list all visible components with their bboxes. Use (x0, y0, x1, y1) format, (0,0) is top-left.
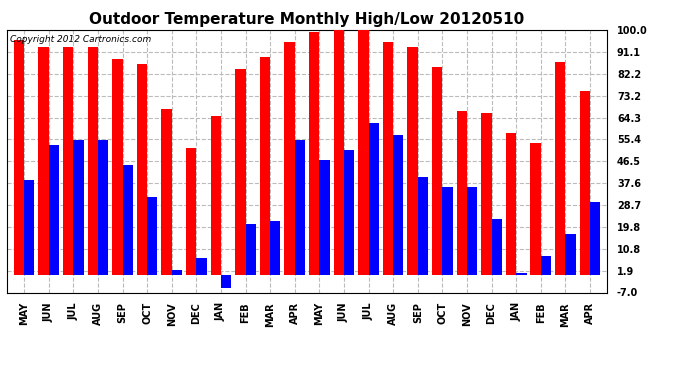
Bar (457, 111, 467, 275)
Text: Copyright 2012 Cartronics.com: Copyright 2012 Cartronics.com (10, 35, 151, 44)
Bar (235, 69, 246, 275)
Bar (565, 234, 575, 275)
Bar (284, 42, 295, 275)
Bar (39, 47, 49, 275)
Bar (541, 256, 551, 275)
Bar (334, 25, 344, 275)
Bar (112, 60, 123, 275)
Bar (481, 113, 491, 275)
Bar (590, 202, 600, 275)
Bar (14, 40, 24, 275)
Bar (161, 108, 172, 275)
Bar (221, 275, 231, 288)
Bar (186, 148, 197, 275)
Bar (309, 33, 319, 275)
Bar (344, 150, 354, 275)
Bar (88, 47, 98, 275)
Bar (417, 177, 428, 275)
Bar (407, 47, 417, 275)
Bar (555, 62, 565, 275)
Title: Outdoor Temperature Monthly High/Low 20120510: Outdoor Temperature Monthly High/Low 201… (90, 12, 524, 27)
Bar (358, 20, 368, 275)
Bar (442, 187, 453, 275)
Bar (49, 145, 59, 275)
Bar (210, 116, 221, 275)
Bar (319, 160, 330, 275)
Bar (383, 42, 393, 275)
Bar (491, 219, 502, 275)
Bar (123, 165, 133, 275)
Bar (467, 187, 477, 275)
Bar (516, 273, 526, 275)
Bar (260, 57, 270, 275)
Bar (172, 270, 182, 275)
Bar (246, 224, 256, 275)
Bar (137, 64, 147, 275)
Bar (295, 140, 305, 275)
Bar (580, 92, 590, 275)
Bar (393, 135, 404, 275)
Bar (197, 258, 207, 275)
Bar (506, 133, 516, 275)
Bar (368, 123, 379, 275)
Bar (63, 47, 73, 275)
Bar (147, 197, 157, 275)
Bar (531, 143, 541, 275)
Bar (73, 140, 83, 275)
Bar (98, 140, 108, 275)
Bar (24, 180, 34, 275)
Bar (270, 221, 280, 275)
Bar (432, 67, 442, 275)
